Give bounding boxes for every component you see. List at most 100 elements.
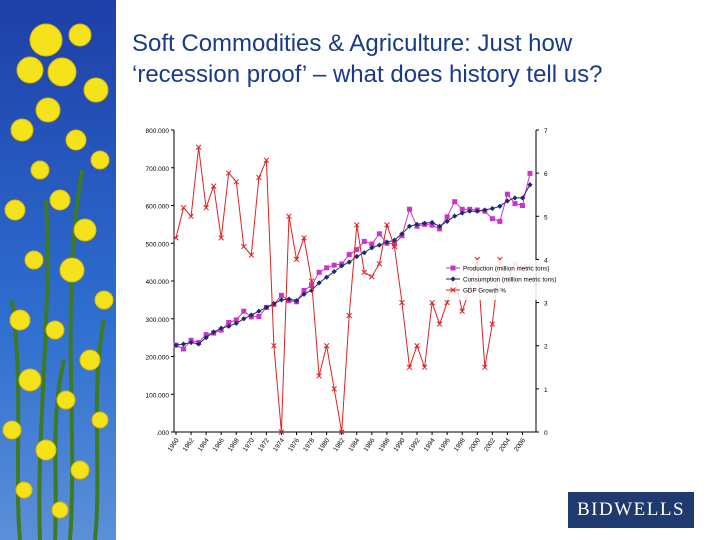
legend-label: GDP Growth % — [463, 288, 506, 295]
series-2-point — [399, 231, 405, 237]
series-3-point — [444, 299, 450, 306]
series-1-point — [346, 252, 352, 258]
series-2-point — [482, 207, 488, 213]
series-1-point — [459, 206, 465, 212]
y-right-tick-label: 0 — [544, 430, 548, 437]
series-3-point — [384, 222, 390, 228]
series-1-point — [301, 287, 307, 293]
series-1-point — [406, 206, 412, 212]
legend-label: Production (million metric tons) — [463, 266, 549, 273]
y-right-tick-label: 6 — [544, 171, 548, 178]
x-tick-label: 2006 — [513, 437, 527, 453]
series-1-point — [527, 170, 533, 176]
x-tick-label: 1976 — [287, 437, 301, 453]
title-line-2: ‘recession proof’ – what does history te… — [132, 61, 603, 88]
series-2-point — [376, 242, 382, 248]
series-2-point — [211, 329, 217, 335]
series-1-point — [361, 238, 367, 244]
series-3-point — [293, 256, 300, 263]
title-line-1: Soft Commodities & Agriculture: Just how — [132, 30, 573, 57]
y-right-tick-label: 2 — [544, 344, 548, 351]
series-2-point — [452, 213, 458, 219]
series-3-point — [399, 299, 405, 306]
y-left-tick-label: 700.000 — [146, 166, 170, 173]
series-2-point — [293, 298, 300, 304]
series-3-point — [248, 252, 255, 258]
commodities-gdp-chart: .000 100.000 200.000 300.000 400.000 500.000 6… — [146, 128, 557, 453]
series-2-point — [497, 203, 503, 209]
series-3-point — [406, 364, 413, 371]
series-1-point — [278, 292, 284, 298]
series-2-point — [512, 195, 518, 201]
series-2-point — [346, 259, 352, 265]
series-1-point — [181, 346, 187, 352]
x-tick-label: 2000 — [468, 437, 482, 453]
x-tick-label: 1990 — [393, 437, 407, 453]
x-tick-label: 1968 — [227, 437, 241, 453]
series-2-point — [180, 341, 187, 347]
x-tick-label: 1960 — [167, 437, 181, 453]
series-1-point — [226, 320, 232, 326]
series-2-point — [421, 220, 428, 226]
x-tick-label: 1996 — [438, 437, 452, 453]
series-3-point — [346, 312, 352, 319]
x-tick-label: 1998 — [453, 437, 467, 453]
legend-swatch-marker — [450, 265, 456, 271]
series-3-point — [210, 183, 217, 189]
x-tick-label: 2004 — [498, 437, 512, 453]
series-3-point — [354, 222, 360, 228]
legend-swatch-marker — [450, 287, 456, 293]
series-3-point — [376, 260, 383, 267]
series-2-point — [384, 239, 390, 245]
x-tick-label: 1972 — [257, 437, 271, 453]
series-2-point — [331, 268, 337, 275]
series-1-point — [444, 214, 450, 220]
series-1-point — [504, 191, 510, 197]
y-right-tick-label: 3 — [544, 301, 548, 308]
legend-box — [442, 260, 538, 300]
series-1-point — [489, 216, 495, 222]
bidwells-logo: BIDWELLS — [568, 492, 694, 528]
series-3-point — [301, 235, 307, 241]
series-3-point — [436, 321, 443, 327]
series-3-point — [256, 174, 262, 181]
series-3-point — [391, 243, 398, 250]
series-3-point — [271, 342, 277, 349]
x-tick-label: 1974 — [272, 437, 286, 453]
series-3-point — [308, 278, 315, 284]
series-2-point — [444, 218, 450, 224]
y-left-tick-label: 500.000 — [146, 241, 170, 248]
legend-swatch-marker — [450, 276, 456, 282]
series-3-point — [278, 429, 285, 435]
series-2-point — [519, 195, 526, 201]
series-1-point — [241, 308, 247, 314]
series-2-point — [241, 316, 247, 322]
series-2-point — [203, 335, 209, 341]
series-3-point — [180, 204, 187, 211]
series-1-point — [316, 269, 322, 275]
series-2-point — [308, 287, 315, 294]
series-2-point — [406, 223, 413, 229]
series-2-point — [527, 182, 533, 188]
series-1-point — [391, 241, 397, 247]
series-1-point — [497, 218, 503, 224]
series-3-point — [338, 429, 345, 435]
series-3-point — [241, 243, 247, 250]
series-2-point — [256, 308, 262, 314]
series-2-point — [173, 342, 179, 348]
series-2-point — [369, 245, 375, 251]
series-3-point — [263, 157, 270, 163]
series-3-point — [369, 273, 375, 280]
x-tick-label: 1988 — [377, 437, 391, 453]
series-3-point — [225, 170, 232, 176]
series-2-point — [504, 198, 511, 204]
x-tick-label: 2002 — [483, 437, 497, 453]
rapeseed-photo — [0, 0, 116, 540]
x-tick-label: 1984 — [347, 437, 361, 453]
y-left-tick-label: 100.000 — [146, 392, 170, 399]
series-1-point — [203, 332, 209, 338]
series-1-point — [354, 247, 360, 253]
series-3-point — [323, 342, 330, 349]
x-tick-label: 1980 — [317, 437, 331, 453]
series-1-point — [512, 201, 518, 207]
